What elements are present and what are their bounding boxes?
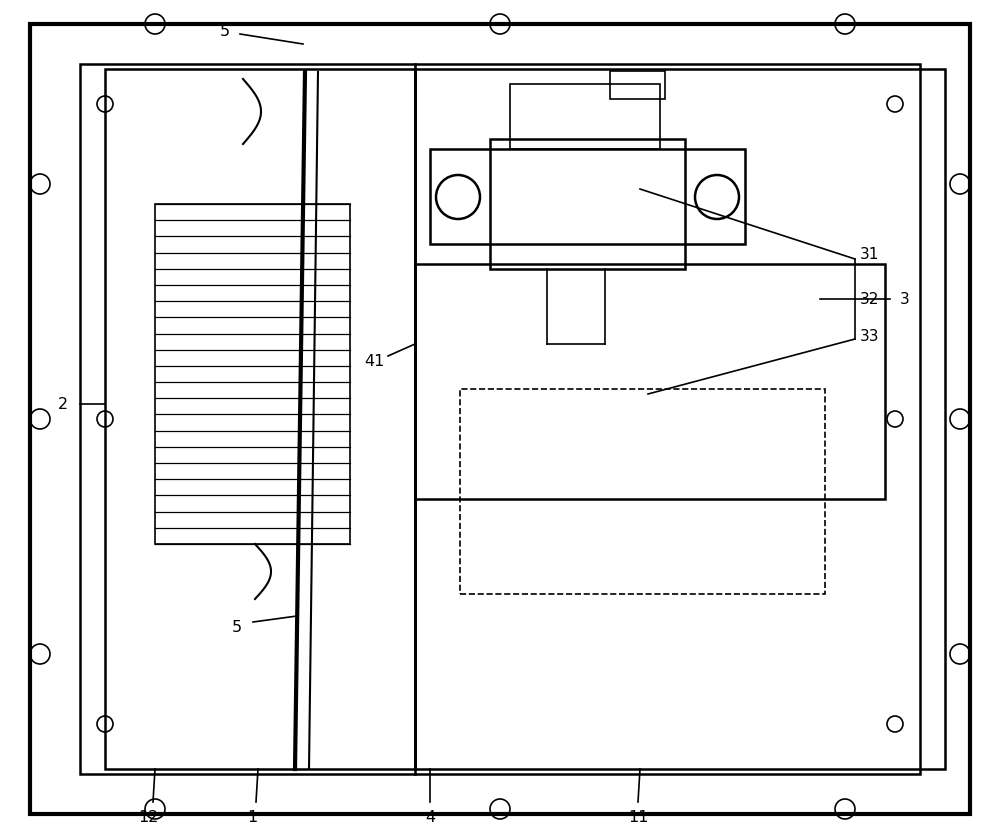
Text: 32: 32 <box>860 292 879 307</box>
Text: 2: 2 <box>58 396 68 411</box>
Bar <box>610 71 665 99</box>
Bar <box>510 84 660 149</box>
Bar <box>80 64 920 774</box>
Bar <box>430 149 745 244</box>
Bar <box>460 389 825 594</box>
Text: 5: 5 <box>232 620 242 635</box>
Text: 3: 3 <box>900 292 910 307</box>
Text: 1: 1 <box>247 810 257 825</box>
Bar <box>490 139 685 269</box>
Bar <box>105 69 415 769</box>
Text: 31: 31 <box>860 247 879 262</box>
Text: 12: 12 <box>138 810 158 825</box>
Text: 4: 4 <box>425 810 435 825</box>
Text: 5: 5 <box>220 23 230 38</box>
Text: 33: 33 <box>860 329 880 344</box>
Text: 41: 41 <box>364 354 384 369</box>
Bar <box>415 264 885 499</box>
Bar <box>155 204 350 544</box>
Text: 11: 11 <box>628 810 648 825</box>
Bar <box>415 69 945 769</box>
